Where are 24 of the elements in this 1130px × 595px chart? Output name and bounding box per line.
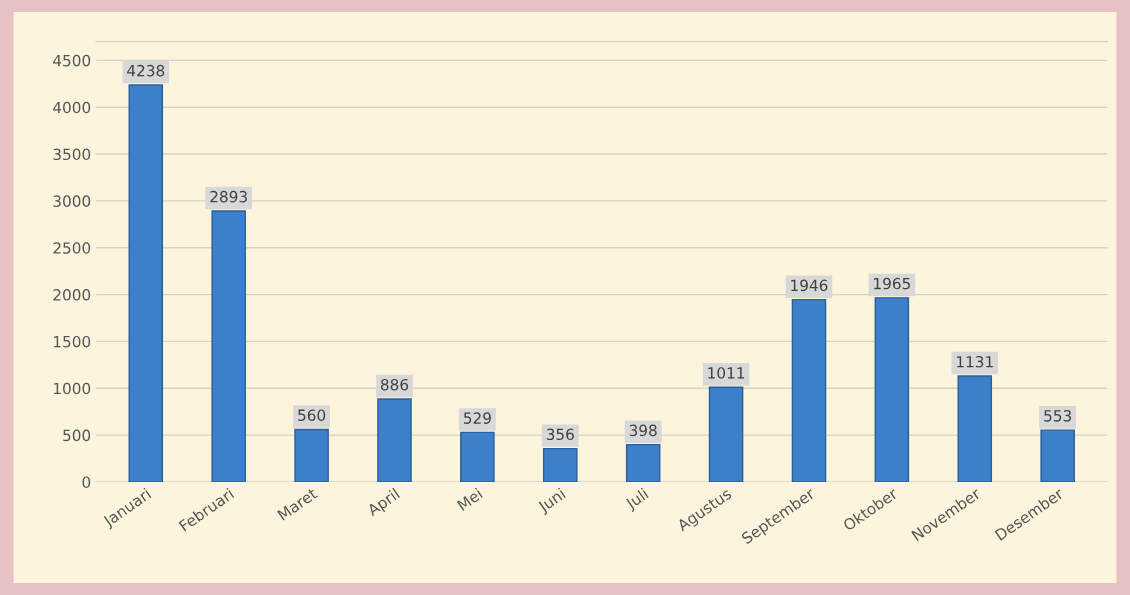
data-label: 398: [629, 424, 657, 437]
data-label: 553: [1044, 410, 1072, 422]
data-label: 886: [380, 378, 409, 391]
data-label: 1131: [957, 355, 993, 368]
x-tick-label: Juli: [623, 487, 651, 513]
data-label: 2893: [210, 190, 247, 203]
data-label: 356: [546, 428, 574, 441]
data-label: 1011: [708, 367, 745, 379]
data-label: 560: [298, 409, 326, 421]
y-tick-label: 1000: [53, 382, 91, 395]
y-tick-label: 3000: [53, 195, 91, 207]
y-tick-label: 4000: [53, 101, 91, 114]
y-tick-label: 2500: [53, 242, 91, 254]
data-label: 1946: [791, 279, 828, 292]
y-tick-label: 500: [63, 429, 91, 442]
data-label: 4238: [127, 64, 165, 77]
y-tick-label: 1500: [53, 335, 91, 348]
y-tick-label: 0: [82, 476, 91, 488]
data-label: 529: [463, 412, 491, 424]
x-tick-label: Mei: [456, 487, 483, 512]
y-tick-label: 2000: [53, 289, 91, 301]
y-tick-label: 4500: [53, 54, 91, 67]
y-tick-label: 3500: [53, 148, 91, 161]
data-label: 1965: [874, 277, 910, 290]
